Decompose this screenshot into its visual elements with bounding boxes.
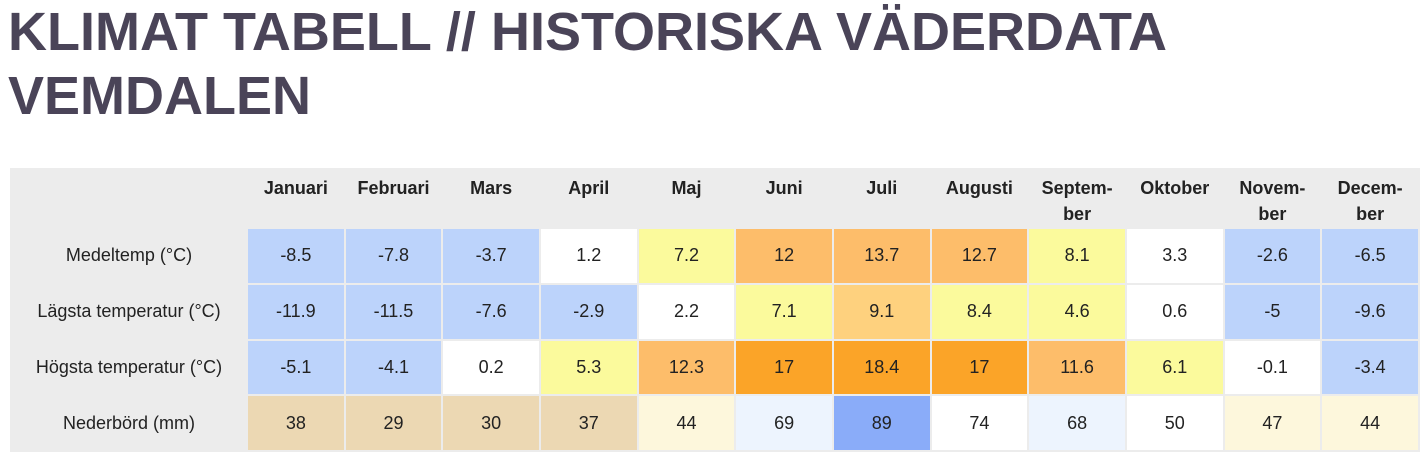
table-cell: 9.1 xyxy=(833,284,930,339)
table-cell: 7.2 xyxy=(638,229,735,283)
row-label: Nederbörd (mm) xyxy=(12,396,246,450)
table-cell: -11.9 xyxy=(248,284,344,339)
climate-table: Januari Februari Mars April Maj Juni Jul… xyxy=(10,168,1420,452)
month-header: Februari xyxy=(345,170,442,227)
table-cell: 2.2 xyxy=(638,284,735,339)
table-cell: -5 xyxy=(1224,284,1321,339)
page-title-line2: VEMDALEN xyxy=(8,66,312,126)
table-cell: 1.2 xyxy=(540,229,637,283)
month-header: Oktober xyxy=(1126,170,1223,227)
table-cell: -3.7 xyxy=(443,229,539,283)
month-header: Januari xyxy=(248,170,344,227)
table-cell: 37 xyxy=(540,396,637,450)
page-title-line1: KLIMAT TABELL // HISTORISKA VÄDERDATA xyxy=(8,2,1167,62)
table-cell: 12.7 xyxy=(931,229,1028,283)
table-cell: -11.5 xyxy=(345,284,442,339)
table-cell: 0.2 xyxy=(443,340,539,395)
table-cell: 38 xyxy=(248,396,344,450)
row-label: Medeltemp (°C) xyxy=(12,229,246,283)
month-header: Juni xyxy=(736,170,832,227)
table-cell: 11.6 xyxy=(1029,340,1125,395)
row-label: Högsta temperatur (°C) xyxy=(12,340,246,395)
table-cell: 8.4 xyxy=(931,284,1028,339)
table-row: Högsta temperatur (°C) -5.1 -4.1 0.2 5.3… xyxy=(12,340,1418,395)
table-cell: 17 xyxy=(931,340,1028,395)
table-cell: 89 xyxy=(833,396,930,450)
month-header: Juli xyxy=(833,170,930,227)
table-cell: 7.1 xyxy=(736,284,832,339)
table-cell: 3.3 xyxy=(1126,229,1223,283)
table-corner-cell xyxy=(12,170,246,227)
table-cell: 18.4 xyxy=(833,340,930,395)
month-header: Maj xyxy=(638,170,735,227)
table-cell: 17 xyxy=(736,340,832,395)
month-header: Augusti xyxy=(931,170,1028,227)
table-cell: 68 xyxy=(1029,396,1125,450)
table-cell: 50 xyxy=(1126,396,1223,450)
table-cell: -0.1 xyxy=(1224,340,1321,395)
table-cell: 5.3 xyxy=(540,340,637,395)
table-cell: 69 xyxy=(736,396,832,450)
month-header: April xyxy=(540,170,637,227)
table-row: Medeltemp (°C) -8.5 -7.8 -3.7 1.2 7.2 12… xyxy=(12,229,1418,283)
climate-table-container: Januari Februari Mars April Maj Juni Jul… xyxy=(10,168,1420,452)
table-cell: -7.8 xyxy=(345,229,442,283)
table-cell: -3.4 xyxy=(1322,340,1418,395)
table-cell: -6.5 xyxy=(1322,229,1418,283)
table-cell: 29 xyxy=(345,396,442,450)
row-label: Lägsta temperatur (°C) xyxy=(12,284,246,339)
table-cell: -2.9 xyxy=(540,284,637,339)
table-cell: 0.6 xyxy=(1126,284,1223,339)
table-cell: -7.6 xyxy=(443,284,539,339)
table-row: Nederbörd (mm) 38 29 30 37 44 69 89 74 6… xyxy=(12,396,1418,450)
table-cell: 30 xyxy=(443,396,539,450)
page-title: KLIMAT TABELL // HISTORISKA VÄDERDATA VE… xyxy=(8,0,1408,128)
table-cell: 4.6 xyxy=(1029,284,1125,339)
table-cell: -2.6 xyxy=(1224,229,1321,283)
table-cell: -5.1 xyxy=(248,340,344,395)
month-header: Mars xyxy=(443,170,539,227)
month-header: Novem- ber xyxy=(1224,170,1321,227)
table-cell: 13.7 xyxy=(833,229,930,283)
table-cell: 47 xyxy=(1224,396,1321,450)
table-cell: 74 xyxy=(931,396,1028,450)
month-header: Decem- ber xyxy=(1322,170,1418,227)
table-cell: -4.1 xyxy=(345,340,442,395)
table-cell: -9.6 xyxy=(1322,284,1418,339)
table-cell: 6.1 xyxy=(1126,340,1223,395)
month-header: Septem- ber xyxy=(1029,170,1125,227)
table-cell: 12.3 xyxy=(638,340,735,395)
table-cell: -8.5 xyxy=(248,229,344,283)
table-cell: 12 xyxy=(736,229,832,283)
table-row: Lägsta temperatur (°C) -11.9 -11.5 -7.6 … xyxy=(12,284,1418,339)
table-cell: 8.1 xyxy=(1029,229,1125,283)
table-cell: 44 xyxy=(1322,396,1418,450)
table-cell: 44 xyxy=(638,396,735,450)
table-header-row: Januari Februari Mars April Maj Juni Jul… xyxy=(12,170,1418,227)
